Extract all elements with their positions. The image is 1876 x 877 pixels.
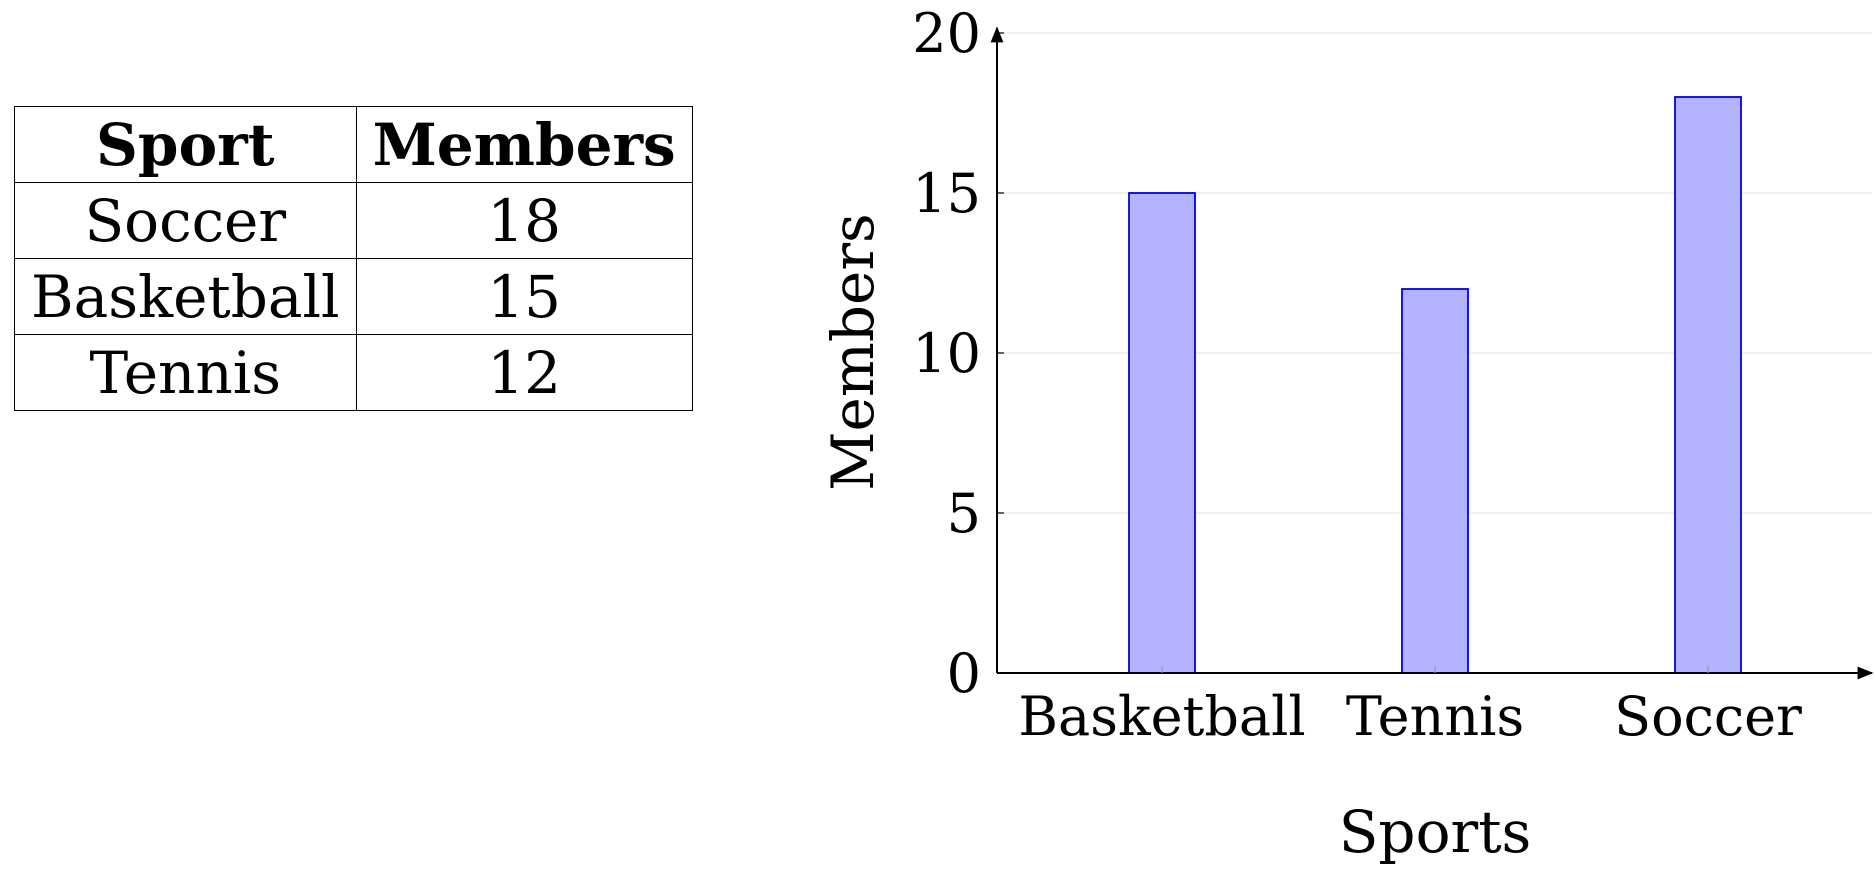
table-header-row: Sport Members — [14, 106, 693, 183]
bar-tennis — [1401, 288, 1469, 674]
cell-members: 15 — [355, 258, 693, 335]
y-tick-label: 20 — [912, 2, 981, 65]
x-tick-label: Soccer — [1614, 685, 1802, 748]
y-tick-label: 10 — [912, 322, 981, 385]
y-axis-label: Members — [819, 213, 887, 491]
bar-basketball — [1128, 192, 1196, 674]
cell-sport: Soccer — [14, 182, 357, 259]
y-tick-label: 0 — [947, 642, 981, 705]
x-tick-label: Basketball — [1018, 685, 1305, 748]
y-tick-label: 15 — [912, 162, 981, 225]
cell-members: 12 — [355, 334, 693, 411]
table-row: Tennis 12 — [14, 334, 693, 411]
table-row: Basketball 15 — [14, 258, 693, 335]
bars — [1128, 96, 1742, 674]
header-members: Members — [355, 106, 693, 183]
axes: 0 5 10 15 20 Basketball Tennis Soccer — [912, 2, 1874, 748]
x-tick-label: Tennis — [1346, 685, 1524, 748]
y-tick-label: 5 — [947, 482, 981, 545]
cell-sport: Tennis — [14, 334, 357, 411]
bar-soccer — [1674, 96, 1742, 674]
axis-labels: Sports Members — [819, 213, 1531, 866]
x-axis-label: Sports — [1339, 798, 1532, 866]
sports-table: Sport Members Soccer 18 Basketball 15 Te… — [14, 106, 693, 411]
header-sport: Sport — [14, 106, 357, 183]
